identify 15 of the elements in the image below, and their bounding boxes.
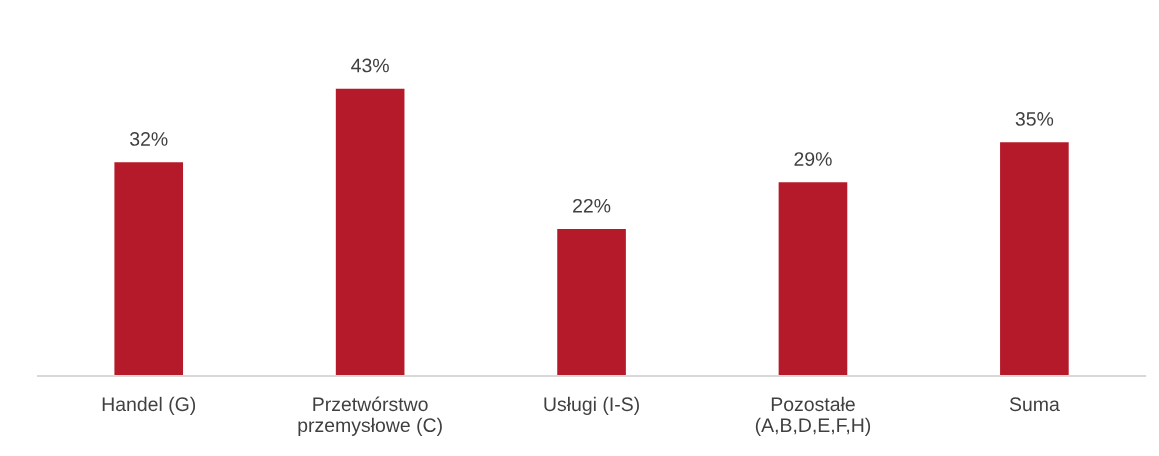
data-label: 22% — [573, 198, 611, 213]
x-tick-label: Przetwórstwo przemysłowe (C) — [298, 396, 442, 436]
bar — [335, 88, 405, 377]
x-tick-label: Pozostałe (A,B,D,E,F,H) — [755, 396, 871, 436]
data-label: 29% — [794, 152, 832, 166]
data-label: 32% — [130, 132, 168, 146]
bar — [114, 162, 184, 377]
bar — [557, 229, 626, 377]
x-tick-label: Handel (G) — [102, 396, 196, 415]
bar — [1000, 142, 1069, 377]
bar — [778, 182, 848, 377]
data-label: 35% — [1015, 112, 1054, 126]
data-label: 43% — [351, 58, 389, 73]
x-tick-label: Usługi (I-S) — [544, 396, 639, 415]
x-tick-label: Suma — [1009, 397, 1060, 412]
